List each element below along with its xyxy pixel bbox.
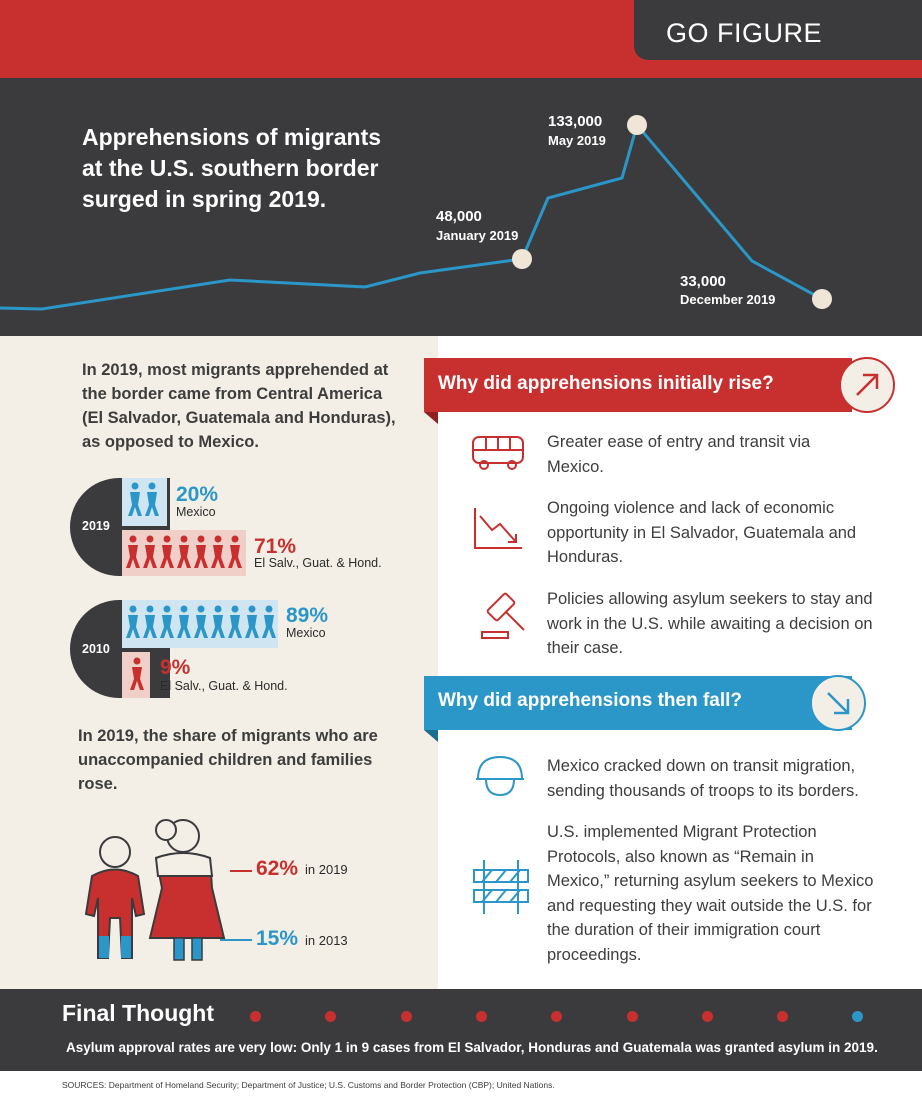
case-dot — [852, 1011, 864, 1022]
label-2019-mexico: Mexico — [176, 505, 216, 519]
final-thought-title: Final Thought — [62, 1000, 215, 1026]
fall-reason-2: U.S. implemented Migrant Protection Prot… — [547, 823, 874, 964]
leader-2013 — [220, 939, 252, 941]
families-intro: In 2019, the share of migrants who are u… — [78, 727, 378, 793]
origins-intro: In 2019, most migrants apprehended at th… — [82, 361, 396, 451]
pct-2019-central-america: 71% — [254, 535, 297, 558]
central-america-migrants-icon — [126, 535, 242, 568]
label-families-2019: in 2019 — [305, 862, 348, 877]
bar-2019-mexico — [122, 478, 167, 526]
apprehensions-line-chart — [0, 115, 832, 311]
fall-banner — [424, 676, 852, 730]
pct-2010-mexico: 89% — [286, 604, 329, 627]
year-label-2019: 2019 — [82, 519, 110, 533]
case-dot — [400, 1011, 412, 1022]
go-figure-tab — [634, 0, 922, 60]
declining-chart-icon — [474, 508, 522, 549]
final-thought-bar — [0, 989, 922, 1071]
bus-icon — [472, 436, 524, 470]
fall-heading: Why did apprehensions then fall? — [438, 690, 743, 711]
pct-families-2013: 15% — [256, 927, 299, 950]
pct-2019-mexico: 20% — [176, 483, 219, 506]
hero-title: Apprehensions of migrants at the U.S. so… — [82, 124, 382, 212]
point-value-may: 133,000 — [548, 113, 603, 130]
barrier-icon — [473, 860, 529, 914]
label-2019-central-america: El Salv., Guat. & Hond. — [254, 556, 382, 570]
family-figures-icon — [84, 819, 226, 961]
case-dot — [626, 1011, 638, 1022]
case-dot — [777, 1011, 789, 1022]
case-dot — [250, 1011, 261, 1022]
year-label-2010: 2010 — [82, 642, 110, 656]
point-value-dec: 33,000 — [680, 273, 726, 290]
rise-reason-2: Ongoing violence and lack of economic op… — [547, 499, 857, 566]
rise-reason-3: Policies allowing asylum seekers to stay… — [547, 590, 873, 657]
label-families-2013: in 2013 — [305, 933, 348, 948]
arrow-up-right-icon — [856, 373, 879, 396]
rise-banner-fold — [424, 412, 438, 424]
fall-circle — [810, 675, 866, 731]
marker-may-2019 — [627, 115, 647, 135]
sources: SOURCES: Department of Homeland Security… — [62, 1080, 555, 1090]
rise-circle — [839, 357, 895, 413]
marker-jan-2019 — [512, 249, 532, 269]
mexico-migrants-icon — [128, 482, 159, 516]
arrow-down-right-icon — [827, 692, 850, 715]
label-2010-central-america: El Salv., Guat. & Hond. — [160, 679, 288, 693]
rise-heading: Why did apprehensions initially rise? — [438, 373, 774, 394]
point-label-dec: December 2019 — [680, 292, 776, 307]
marker-dec-2019 — [812, 289, 832, 309]
rise-reason-1: Greater ease of entry and transit via Me… — [547, 433, 811, 476]
final-thought-text: Asylum approval rates are very low: Only… — [66, 1040, 878, 1055]
fall-banner-fold — [424, 730, 438, 742]
leader-2019 — [230, 870, 252, 872]
helmet-icon — [476, 755, 524, 797]
point-label-jan: January 2019 — [436, 228, 519, 243]
case-dot — [475, 1011, 487, 1022]
point-value-jan: 48,000 — [436, 208, 482, 225]
mexico-migrants-2010-icon — [126, 605, 276, 638]
rise-banner — [424, 358, 852, 412]
pct-2010-central-america: 9% — [160, 656, 191, 679]
fall-reason-1: Mexico cracked down on transit migration… — [547, 757, 859, 800]
pct-families-2019: 62% — [256, 857, 299, 880]
label-2010-mexico: Mexico — [286, 626, 326, 640]
go-figure-label: GO FIGURE — [666, 18, 823, 48]
central-america-migrants-2010-icon — [130, 657, 144, 690]
case-dot — [325, 1011, 337, 1022]
point-label-may: May 2019 — [548, 133, 606, 148]
gavel-icon — [481, 592, 525, 639]
case-dot — [551, 1011, 563, 1022]
case-dot — [701, 1011, 713, 1022]
